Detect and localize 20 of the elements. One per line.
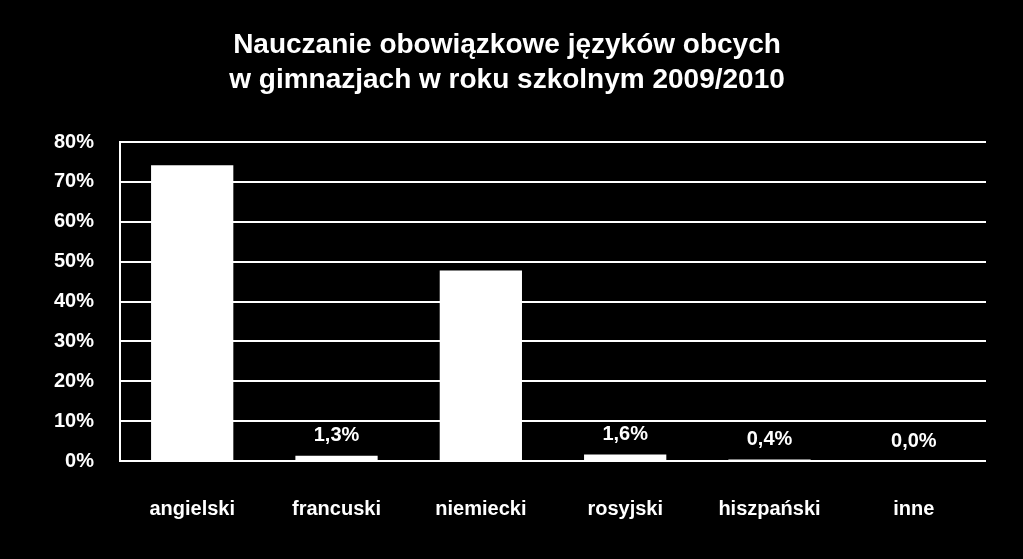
y-tick-label: 50%	[54, 249, 95, 272]
data-label: 0,0%	[891, 428, 937, 451]
x-tick-label: niemiecki	[435, 496, 527, 519]
chart-title: Nauczanie obowiązkowe języków obcych w gimnazjach w roku szkolnym 2009/2010	[228, 28, 785, 95]
x-tick-label: angielski	[149, 496, 235, 519]
data-label: 0,4%	[746, 426, 793, 449]
y-tick-label: 0%	[65, 448, 95, 471]
data-label: 1,6%	[602, 422, 649, 445]
y-tick-label: 20%	[54, 368, 95, 391]
x-tick-label: hiszpański	[718, 496, 821, 519]
y-tick-label: 40%	[54, 289, 95, 312]
y-tick-label: 30%	[54, 328, 95, 351]
y-tick-label: 10%	[54, 408, 95, 431]
y-tick-label: 70%	[54, 169, 95, 192]
y-tick-label: 60%	[54, 209, 95, 232]
x-tick-label: rosyjski	[587, 496, 663, 519]
x-tick-label: inne	[893, 496, 935, 519]
data-label: 1,3%	[313, 423, 360, 446]
x-tick-label: francuski	[292, 496, 381, 519]
y-tick-label: 80%	[54, 129, 95, 152]
